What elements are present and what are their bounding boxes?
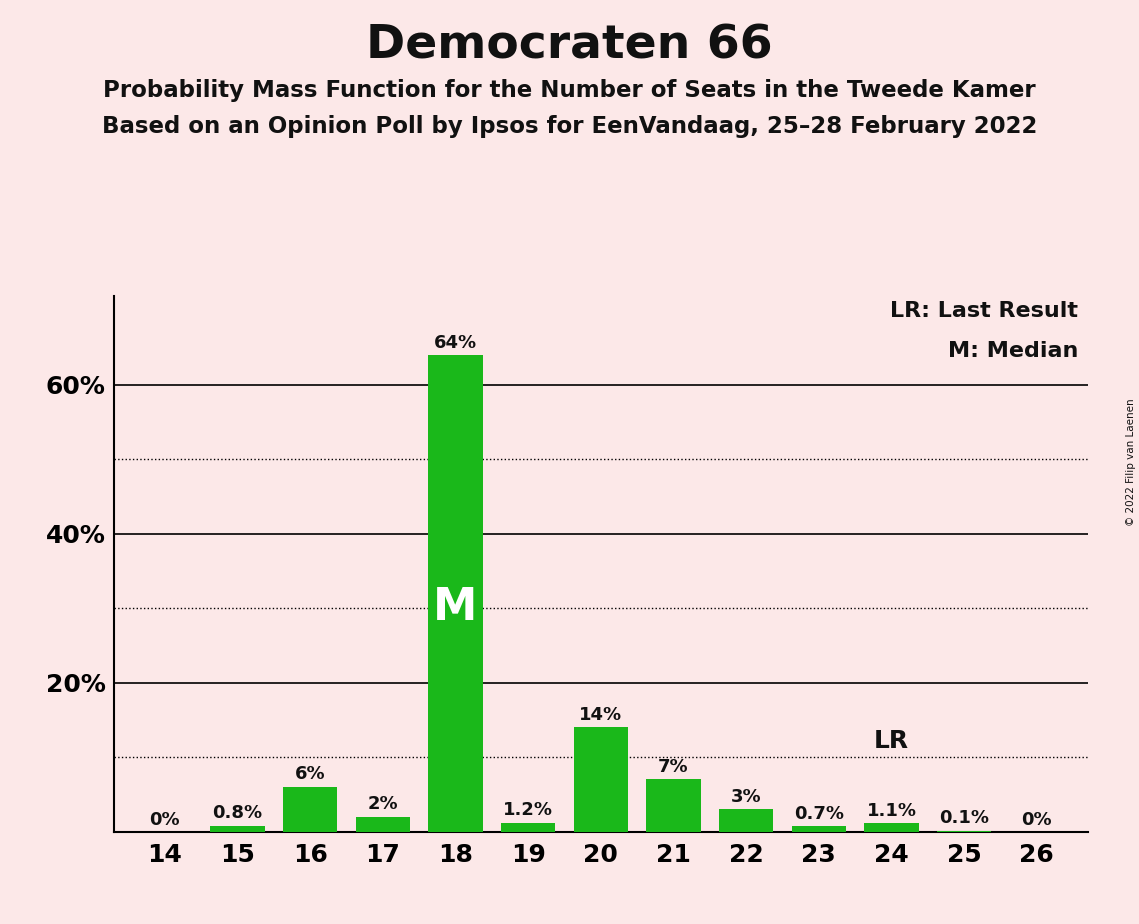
Text: 14%: 14% <box>580 706 622 723</box>
Text: 0%: 0% <box>149 810 180 829</box>
Text: 0.1%: 0.1% <box>940 809 989 827</box>
Text: 1.1%: 1.1% <box>867 802 917 820</box>
Bar <box>282 787 337 832</box>
Bar <box>792 826 846 832</box>
Text: Probability Mass Function for the Number of Seats in the Tweede Kamer: Probability Mass Function for the Number… <box>104 79 1035 102</box>
Text: M: M <box>433 586 477 629</box>
Text: 0%: 0% <box>1022 810 1052 829</box>
Bar <box>574 727 628 832</box>
Bar <box>646 780 700 832</box>
Text: 7%: 7% <box>658 758 689 776</box>
Bar <box>355 817 410 832</box>
Text: 0.7%: 0.7% <box>794 805 844 822</box>
Text: 0.8%: 0.8% <box>212 804 262 822</box>
Bar <box>501 822 556 832</box>
Text: © 2022 Filip van Laenen: © 2022 Filip van Laenen <box>1126 398 1136 526</box>
Bar <box>428 355 483 832</box>
Text: 64%: 64% <box>434 334 477 351</box>
Text: 2%: 2% <box>368 795 399 813</box>
Text: Democraten 66: Democraten 66 <box>366 23 773 68</box>
Text: LR: Last Result: LR: Last Result <box>890 301 1077 321</box>
Bar <box>865 823 919 832</box>
Text: 1.2%: 1.2% <box>503 801 554 819</box>
Bar <box>719 809 773 832</box>
Text: LR: LR <box>874 729 909 753</box>
Text: 6%: 6% <box>295 765 326 784</box>
Text: M: Median: M: Median <box>948 341 1077 361</box>
Text: Based on an Opinion Poll by Ipsos for EenVandaag, 25–28 February 2022: Based on an Opinion Poll by Ipsos for Ee… <box>101 116 1038 139</box>
Bar <box>211 826 264 832</box>
Text: 3%: 3% <box>731 787 762 806</box>
